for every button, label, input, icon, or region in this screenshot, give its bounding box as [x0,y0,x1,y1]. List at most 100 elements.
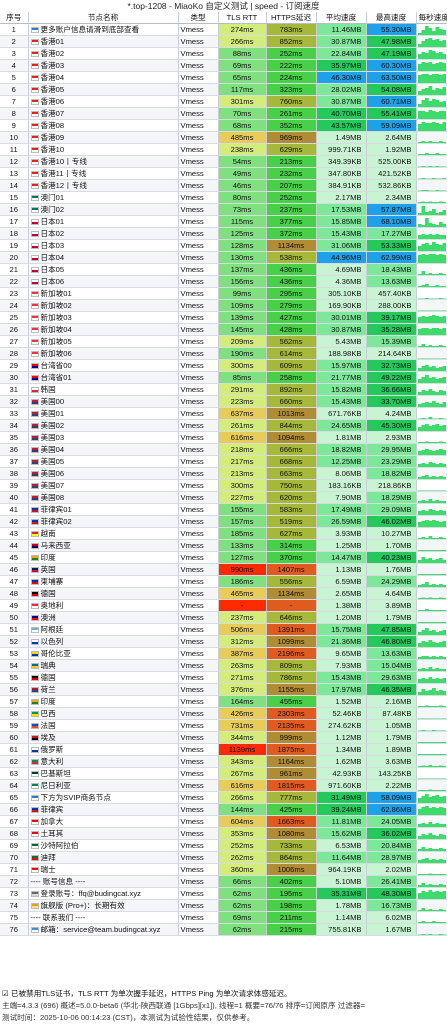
table-row[interactable]: 49 奥地利 Vmess - -1.38MB 3.89MB [0,599,447,613]
table-row[interactable]: 60 埃及 Vmess 344ms 999ms 1.12MB 1.79MB [0,731,447,745]
sparkline-bar [421,509,425,515]
header-tls-rtt[interactable]: TLS RTT [218,12,267,25]
node-name: 新加坡02 [40,301,72,311]
header-https-latency[interactable]: HTTPS延迟 [266,12,317,25]
table-row[interactable]: 30 台湾省01 Vmess 85ms 258ms 21.77MB 49.22MB [0,371,447,385]
table-row[interactable]: 44 马来西亚 Vmess 133ms 314ms 1.25MB 1.70MB [0,539,447,553]
table-row[interactable]: 63 巴基斯坦 Vmess 267ms 961ms 42.93KB 143.25KB [0,767,447,781]
table-row[interactable]: 4 香港03 Vmess 69ms 222ms 35.97MB 60.30MB [0,59,447,73]
table-row[interactable]: 13 香港11丨专线 Vmess 49ms 232ms 347.80KB 421.52KB [0,167,447,181]
sparkline-bar [438,221,443,227]
table-row[interactable]: 39 美国07 Vmess 300ms 750ms 183.16KB 218.86KB [0,479,447,493]
table-row[interactable]: 24 新加坡02 Vmess 109ms 279ms 169.90KB 288.00KB [0,299,447,313]
sparkline-bar [421,882,425,887]
table-row[interactable]: 54 瑞典 Vmess 263ms 809ms 7.93MB 15.04MB [0,659,447,673]
table-row[interactable]: 57 印度 Vmess 164ms 455ms 1.52MB 2.16MB [0,695,447,709]
table-row[interactable]: 16 澳门02 Vmess 73ms 237ms 17.53MB 57.87MB [0,203,447,217]
avg-speed-cell: 15.82MB [316,383,367,397]
table-row[interactable]: 29 台湾省00 Vmess 300ms 609ms 15.97MB 32.73MB [0,359,447,373]
table-row[interactable]: 61 俄罗斯 Vmess 1139ms 1875ms 1.34MB 1.89MB [0,743,447,757]
sparkline-bar [424,201,429,203]
table-row[interactable]: 28 新加坡06 Vmess 190ms 614ms 188.98KB 214.64KB [0,347,447,361]
table-row[interactable]: 46 英国 Vmess 990ms 1407ms 1.13MB 1.76MB [0,563,447,577]
sparkline-bar [421,110,425,119]
sparkline-bar [442,629,446,635]
table-row[interactable]: 15 澳门01 Vmess 80ms 252ms 2.17MB 2.34MB [0,191,447,205]
table-row[interactable]: 32 美国00 Vmess 223ms 660ms 15.43MB 33.70MB [0,395,447,409]
table-row[interactable]: 23 新加坡01 Vmess 99ms 295ms 305.10KB 457.40KB [0,287,447,301]
table-row[interactable]: 22 日本06 Vmess 156ms 436ms 4.36MB 13.63MB [0,275,447,289]
table-row[interactable]: 65 下方为SVIP商务节点 Vmess 266ms 777ms 31.49MB 58.09… [0,791,447,805]
table-row[interactable]: 72 ---- 账号信息 ---- Vmess 66ms 402ms 5.10MB 26.4… [0,875,447,889]
table-row[interactable]: 76 邮箱：service@team.budingcat.xyz Vmess 62ms… [0,923,447,937]
sparkline-bar [421,449,425,455]
header-per-second-speed[interactable]: 每秒速度 [416,12,447,25]
table-row[interactable]: 67 加拿大 Vmess 604ms 1663ms 11.81MB 24.05MB [0,815,447,829]
table-row[interactable]: 27 新加坡05 Vmess 209ms 562ms 5.43MB 15.39MB [0,335,447,349]
table-row[interactable]: 64 尼日利亚 Vmess 616ms 1815ms 971.60KB 2.22MB [0,779,447,793]
sparkline-bar [438,609,443,611]
header-type[interactable]: 类型 [178,12,219,25]
table-row[interactable]: 40 美国08 Vmess 227ms 620ms 7.90MB 18.29MB [0,491,447,505]
table-row[interactable]: 37 美国05 Vmess 217ms 668ms 12.25MB 23.29MB [0,455,447,469]
table-row[interactable]: 51 阿根廷 Vmess 506ms 1391ms 15.75MB 47.85MB [0,623,447,637]
table-row[interactable]: 21 日本05 Vmess 137ms 436ms 4.69MB 18.43MB [0,263,447,277]
header-index[interactable]: 序号 [0,12,29,25]
table-row[interactable]: 43 越南 Vmess 185ms 627ms 3.93MB 10.27MB [0,527,447,541]
table-row[interactable]: 11 香港10 Vmess 238ms 629ms 999.71KB 1.92MB [0,143,447,157]
table-row[interactable]: 52 以色列 Vmess 312ms 1099ms 21.36MB 46.80MB [0,635,447,649]
table-row[interactable]: 36 美国04 Vmess 218ms 666ms 18.82MB 29.95MB [0,443,447,457]
table-row[interactable]: 17 日本01 Vmess 115ms 377ms 15.85MB 68.10MB [0,215,447,229]
table-row[interactable]: 38 美国06 Vmess 213ms 663ms 8.06MB 18.82MB [0,467,447,481]
table-row[interactable]: 56 荷兰 Vmess 376ms 1155ms 17.97MB 46.35MB [0,683,447,697]
header-avg-speed[interactable]: 平均速度 [316,12,367,25]
table-row[interactable]: 12 香港10丨专线 Vmess 54ms 213ms 349.39KB 525.00KB [0,155,447,169]
table-row[interactable]: 66 菲律宾 Vmess 144ms 425ms 39.24MB 62.86MB [0,803,447,817]
table-row[interactable]: 25 新加坡03 Vmess 139ms 427ms 30.01MB 39.17MB [0,311,447,325]
table-row[interactable]: 35 美国03 Vmess 616ms 1094ms 1.81MB 2.93MB [0,431,447,445]
table-row[interactable]: 75 ---- 联系我们 ---- Vmess 69ms 211ms 1.14MB 6.02… [0,911,447,925]
table-row[interactable]: 42 菲律宾02 Vmess 157ms 519ms 26.59MB 46.02MB [0,515,447,529]
table-row[interactable]: 59 法国 Vmess 731ms 2135ms 274.62KB 1.05MB [0,719,447,733]
table-row[interactable]: 5 香港04 Vmess 65ms 224ms 46.30MB 63.50MB [0,71,447,85]
table-row[interactable]: 69 沙特阿拉伯 Vmess 252ms 733ms 6.53MB 20.84MB [0,839,447,853]
table-row[interactable]: 53 哥伦比亚 Vmess 387ms 2196ms 9.65MB 13.63MB [0,647,447,661]
sparkline-bar [421,389,425,395]
table-row[interactable]: 18 日本02 Vmess 125ms 372ms 15.43MB 17.27MB [0,227,447,241]
sparkline-bar [435,87,439,95]
table-row[interactable]: 1 更多账户信息请滑到底部查看 Vmess 274ms 783ms 11.46MB 55.3… [0,23,447,37]
table-row[interactable]: 62 意大利 Vmess 343ms 1164ms 1.62MB 3.63MB [0,755,447,769]
table-row[interactable]: 9 香港08 Vmess 68ms 352ms 43.57MB 59.09MB [0,119,447,133]
table-row[interactable]: 33 美国01 Vmess 637ms 1013ms 671.76KB 4.24MB [0,407,447,421]
table-row[interactable]: 8 香港07 Vmess 70ms 261ms 40.70MB 55.41MB [0,107,447,121]
table-row[interactable]: 48 德国 Vmess 465ms 1134ms 2.65MB 4.64MB [0,587,447,601]
sparkline-bar [424,891,429,899]
table-row[interactable]: 6 香港05 Vmess 117ms 323ms 28.02MB 54.08MB [0,83,447,97]
table-row[interactable]: 3 香港02 Vmess 88ms 252ms 22.84MB 47.19MB [0,47,447,61]
table-row[interactable]: 74 旗舰版 (Pro+)：长期有效 Vmess 62ms 198ms 1.78MB 16.… [0,899,447,913]
table-row[interactable]: 68 土耳其 Vmess 353ms 1080ms 15.62MB 36.02MB [0,827,447,841]
table-row[interactable]: 73 登录账号：ffq@budingcat.xyz Vmess 62ms 195ms 35… [0,887,447,901]
table-row[interactable]: 26 新加坡04 Vmess 145ms 428ms 30.87MB 35.28MB [0,323,447,337]
table-row[interactable]: 41 菲律宾01 Vmess 155ms 583ms 17.49MB 29.09MB [0,503,447,517]
sparkline-bar [428,753,432,755]
node-name: 邮箱：service@team.budingcat.xyz [40,925,161,935]
table-row[interactable]: 19 日本03 Vmess 128ms 1134ms 31.06MB 53.33MB [0,239,447,253]
table-row[interactable]: 34 美国02 Vmess 261ms 844ms 24.65MB 45.30MB [0,419,447,433]
sparkline-bar [435,141,439,143]
table-row[interactable]: 2 香港01 Vmess 266ms 852ms 30.87MB 47.98MB [0,35,447,49]
table-row[interactable]: 10 香港09 Vmess 485ms 969ms 1.49MB 2.64MB [0,131,447,145]
table-row[interactable]: 14 香港12丨专线 Vmess 46ms 207ms 384.91KB 532.86KB [0,179,447,193]
table-row[interactable]: 20 日本04 Vmess 130ms 538ms 44.96MB 62.99MB [0,251,447,265]
table-row[interactable]: 31 韩国 Vmess 291ms 892ms 15.82MB 36.66MB [0,383,447,397]
table-row[interactable]: 71 瑞士 Vmess 360ms 1006ms 964.19KB 2.02MB [0,863,447,877]
table-row[interactable]: 50 澳洲 Vmess 237ms 646ms 1.20MB 1.79MB [0,611,447,625]
table-row[interactable]: 55 德国 Vmess 271ms 786ms 15.43MB 29.63MB [0,671,447,685]
table-row[interactable]: 70 迪拜 Vmess 262ms 864ms 11.64MB 28.97MB [0,851,447,865]
table-row[interactable]: 58 巴西 Vmess 426ms 2303ms 52.46KB 87.48KB [0,707,447,721]
header-max-speed[interactable]: 最高速度 [366,12,417,25]
table-row[interactable]: 45 印度 Vmess 127ms 370ms 14.47MB 40.23MB [0,551,447,565]
table-row[interactable]: 47 柬埔寨 Vmess 186ms 556ms 6.59MB 24.29MB [0,575,447,589]
header-node-name[interactable]: 节点名称 [28,12,179,25]
table-row[interactable]: 7 香港06 Vmess 301ms 760ms 30.87MB 60.71MB [0,95,447,109]
